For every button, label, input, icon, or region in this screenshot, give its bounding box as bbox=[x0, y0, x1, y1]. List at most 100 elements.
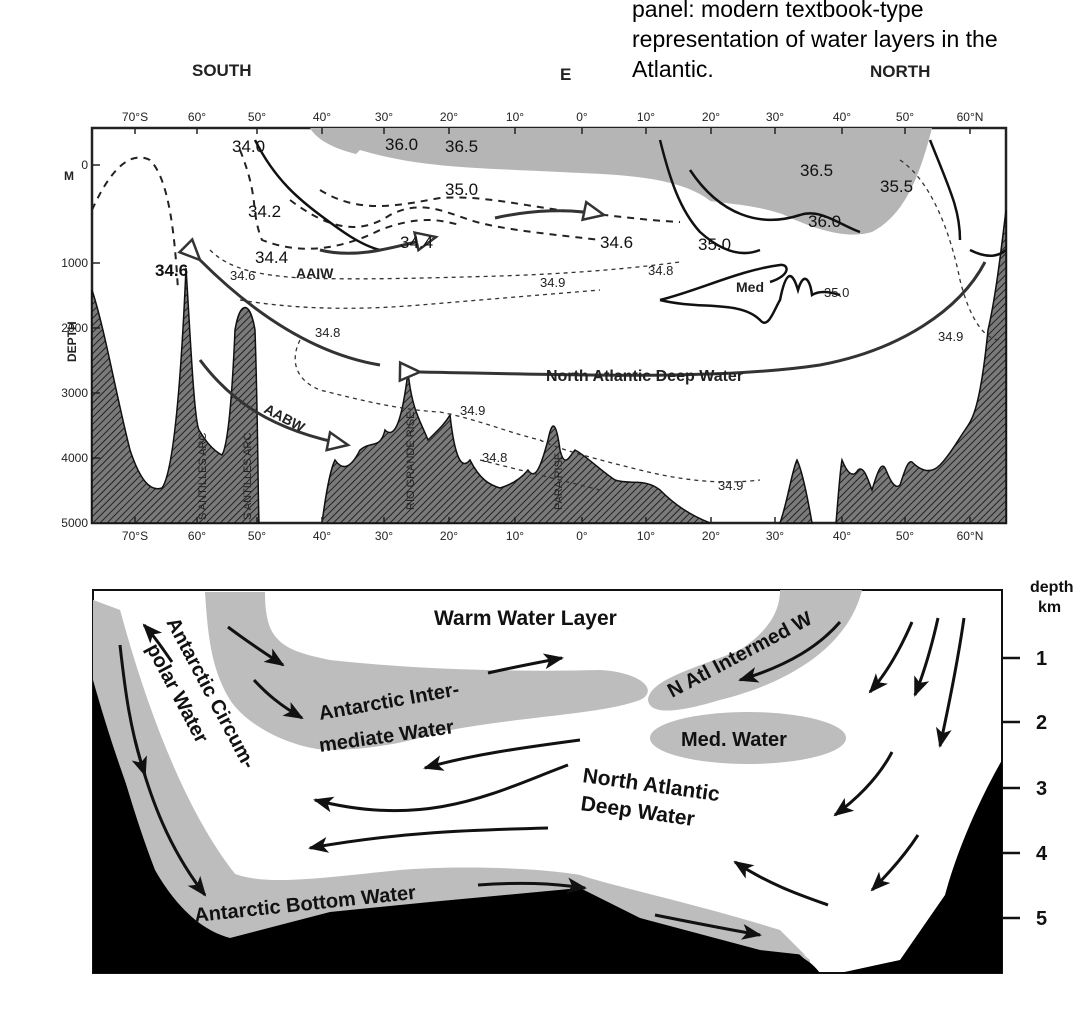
arrow-aaiw-return bbox=[177, 237, 381, 367]
direction-equator: E bbox=[560, 65, 571, 84]
depth-tick: 1000 bbox=[61, 256, 88, 270]
lat-tick-top: 70°S bbox=[122, 110, 148, 124]
arrow-natl-iw bbox=[738, 621, 842, 683]
depth-tick: 3000 bbox=[61, 386, 88, 400]
contour-labels-small: 34.8 34.9 34.6 34.8 34.9 34.8 34.9 34.9 … bbox=[230, 263, 963, 493]
arrow-nadw bbox=[398, 261, 987, 383]
top-panel: SOUTH E NORTH 70°S 60° 50° 40° 30° 20° 10° 0° 10… bbox=[61, 61, 1008, 543]
contour-355 bbox=[928, 139, 962, 241]
lat-tick-top: 60° bbox=[188, 110, 206, 124]
label-34-6: 34.6 bbox=[155, 261, 188, 280]
contour-dense-1 bbox=[319, 189, 681, 223]
lat-tick-top: 30° bbox=[766, 110, 784, 124]
lat-tick-bottom: 60°N bbox=[957, 529, 984, 543]
label-s-antilles-arc-2: S ANTILLES ARC bbox=[242, 433, 254, 520]
contour-360-east bbox=[688, 169, 861, 234]
label-rio-grande-rise: RIO GRANDE RISE bbox=[405, 412, 417, 510]
lat-tick-bottom: 60° bbox=[188, 529, 206, 543]
label-34-6-mid: 34.6 bbox=[230, 268, 255, 283]
label-34-4: 34.4 bbox=[255, 248, 288, 267]
seamount-30n bbox=[778, 458, 813, 524]
label-34-0: 34.0 bbox=[232, 137, 265, 156]
contour-346-west bbox=[91, 156, 179, 291]
lat-tick-bottom: 10° bbox=[506, 529, 524, 543]
arrow-circumpolar-up bbox=[142, 623, 174, 663]
label-aaiw: AAIW bbox=[296, 265, 334, 281]
arrow-aiw-3 bbox=[487, 653, 564, 675]
contour-342 bbox=[239, 149, 461, 250]
arrow-aabw bbox=[198, 359, 351, 452]
band-bottom-water-visible bbox=[93, 600, 805, 955]
km-tick-label: 4 bbox=[1036, 843, 1048, 865]
top-flow-arrows bbox=[177, 200, 987, 452]
contour-349-north bbox=[899, 159, 1001, 341]
lat-tick-bottom: 40° bbox=[313, 529, 331, 543]
lat-tick-top: 10° bbox=[637, 110, 655, 124]
lat-tick-top: 10° bbox=[506, 110, 524, 124]
label-36-5: 36.5 bbox=[445, 137, 478, 156]
label-34-9-north: 34.9 bbox=[938, 329, 963, 344]
floor-north bbox=[840, 760, 1002, 973]
km-tick-label: 1 bbox=[1036, 648, 1047, 670]
label-34-9-mid: 34.9 bbox=[540, 275, 565, 290]
lat-tick-top: 50° bbox=[248, 110, 266, 124]
label-med-water: Med. Water bbox=[681, 729, 787, 751]
label-34-4b: 34.4 bbox=[400, 233, 433, 252]
bottom-flow-arrows bbox=[118, 617, 966, 940]
label-36-5-east: 36.5 bbox=[800, 161, 833, 180]
figure-caption: panel: modern textbook-type representati… bbox=[632, 0, 998, 82]
arrow-aiw-1 bbox=[227, 625, 285, 667]
arrow-bottom-mid bbox=[477, 877, 587, 894]
arrow-bottom-west bbox=[133, 739, 207, 897]
arrow-mid-aaiw bbox=[494, 200, 607, 222]
contour-350-west bbox=[253, 139, 381, 252]
band-n-atl-intermediate bbox=[648, 590, 862, 711]
depth-scale-ticks: 1 2 3 4 5 bbox=[1002, 648, 1048, 930]
depth-tick: 4000 bbox=[61, 451, 88, 465]
label-34-8-east: 34.8 bbox=[648, 263, 673, 278]
lat-tick-top: 30° bbox=[375, 110, 393, 124]
km-tick-label: 5 bbox=[1036, 908, 1047, 930]
km-tick-label: 3 bbox=[1036, 778, 1047, 800]
lat-tick-bottom: 20° bbox=[440, 529, 458, 543]
contour-med-lower bbox=[659, 275, 841, 324]
lat-tick-top: 0° bbox=[576, 110, 588, 124]
contour-labels: 34.0 34.2 34.4 34.6 34.4 35.0 36.0 36.5 … bbox=[155, 135, 913, 280]
arrow-aiw-2 bbox=[252, 678, 304, 720]
arrow-nadw-4 bbox=[733, 860, 829, 907]
bottom-panel: Warm Water Layer Antarctic Inter- mediat… bbox=[92, 579, 1074, 974]
arrow-north-5 bbox=[870, 834, 920, 892]
lat-tick-top: 20° bbox=[440, 110, 458, 124]
lat-tick-bottom: 70°S bbox=[122, 529, 148, 543]
depth-scale-unit: km bbox=[1038, 599, 1061, 616]
label-35-0-east: 35.0 bbox=[698, 235, 731, 254]
latitude-ticks-bottom: 70°S 60° 50° 40° 30° 20° 10° 0° 10° 20° 30° 40° 50° 6… bbox=[122, 517, 983, 543]
arrow-north-2 bbox=[913, 617, 940, 697]
seafloor-north bbox=[835, 209, 1007, 524]
latitude-ticks-top: 70°S 60° 50° 40° 30° 20° 10° 0° 10° 20° 30° 40° 50° 6… bbox=[122, 110, 983, 134]
lat-tick-bottom: 50° bbox=[896, 529, 914, 543]
contour-346 bbox=[209, 249, 681, 280]
arrow-nadw-1 bbox=[423, 738, 581, 771]
band-antarctic-intermediate-water bbox=[205, 592, 648, 750]
contour-344 bbox=[289, 199, 601, 241]
depth-unit: M bbox=[64, 169, 74, 183]
thin-dashed-contours bbox=[209, 159, 1001, 491]
lens-med-water bbox=[650, 712, 846, 764]
arrow-nadw-2 bbox=[313, 763, 569, 813]
depth-tick: 2000 bbox=[61, 321, 88, 335]
arrow-north-1 bbox=[868, 621, 914, 694]
label-34-8: 34.8 bbox=[315, 325, 340, 340]
label-35-0-med: 35.0 bbox=[824, 285, 849, 300]
lat-tick-bottom: 40° bbox=[833, 529, 851, 543]
arrow-aaiw bbox=[319, 230, 439, 255]
arrow-nadw-3 bbox=[308, 826, 549, 853]
km-tick-label: 2 bbox=[1036, 712, 1047, 734]
contour-350-east bbox=[658, 139, 761, 255]
label-warm-water-layer: Warm Water Layer bbox=[434, 607, 617, 630]
lat-tick-top: 40° bbox=[833, 110, 851, 124]
label-35-0: 35.0 bbox=[445, 180, 478, 199]
label-nadw: North Atlantic Deep Water bbox=[546, 368, 743, 385]
